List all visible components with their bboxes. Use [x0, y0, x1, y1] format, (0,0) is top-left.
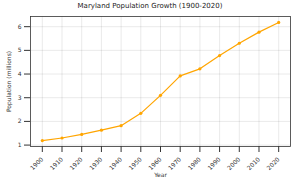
svg-text:Population (millions): Population (millions): [5, 51, 13, 112]
svg-text:Year: Year: [153, 171, 167, 178]
svg-text:2010: 2010: [245, 155, 261, 171]
svg-text:1930: 1930: [88, 155, 104, 171]
svg-text:3: 3: [18, 94, 22, 101]
svg-text:2: 2: [18, 117, 22, 124]
svg-text:1980: 1980: [186, 155, 202, 171]
svg-text:1960: 1960: [147, 155, 163, 171]
svg-text:1: 1: [18, 141, 22, 148]
svg-text:1920: 1920: [68, 155, 84, 171]
svg-text:1910: 1910: [48, 155, 64, 171]
svg-text:2020: 2020: [265, 155, 281, 171]
svg-text:1970: 1970: [167, 155, 183, 171]
svg-text:1950: 1950: [127, 155, 143, 171]
svg-text:1990: 1990: [206, 155, 222, 171]
svg-text:2000: 2000: [226, 155, 242, 171]
svg-text:1900: 1900: [29, 155, 45, 171]
svg-text:1940: 1940: [107, 155, 123, 171]
svg-text:6: 6: [18, 23, 22, 30]
svg-text:5: 5: [18, 46, 22, 53]
svg-text:4: 4: [18, 70, 22, 77]
html-text:Maryland Population Growth (19: Maryland Population Growth (1900-2020): [77, 2, 223, 10]
